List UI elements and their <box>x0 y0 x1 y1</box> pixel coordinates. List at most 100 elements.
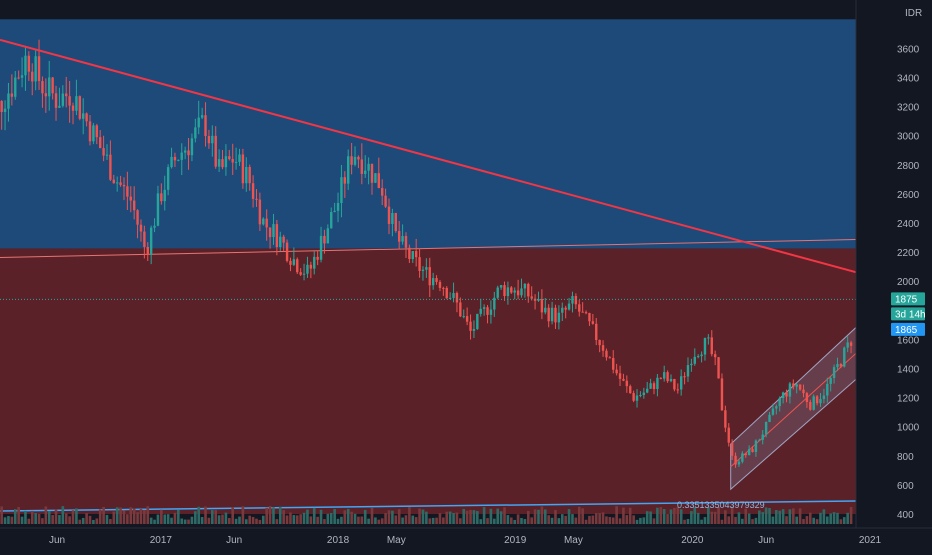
candle-body <box>98 137 102 149</box>
volume-bar <box>815 519 819 524</box>
candle-body <box>68 96 71 106</box>
candle-body <box>350 156 353 165</box>
volume-bar <box>85 513 88 524</box>
candle-body <box>544 307 547 313</box>
candle-body <box>550 307 554 322</box>
candle-body <box>571 296 574 304</box>
candle-body <box>815 396 819 404</box>
candle-body <box>442 287 445 289</box>
volume-bar <box>136 512 139 524</box>
volume-bar <box>493 518 496 524</box>
candle-body <box>724 410 727 428</box>
volume-bar <box>394 515 398 524</box>
candle-body <box>0 100 3 113</box>
candle-body <box>224 156 228 168</box>
volume-bar <box>635 519 639 524</box>
volume-bar <box>387 510 391 524</box>
candle-body <box>204 115 207 137</box>
candle-body <box>177 159 180 161</box>
volume-bar <box>822 509 826 524</box>
candle-body <box>581 311 584 313</box>
volume-bar <box>571 514 574 524</box>
volume-bar <box>95 518 99 524</box>
candle-body <box>703 338 707 355</box>
volume-bar <box>102 506 105 524</box>
volume-bar <box>149 517 153 524</box>
volume-bar <box>353 513 357 524</box>
candle-body <box>336 203 340 211</box>
candle-body <box>364 170 367 174</box>
candle-body <box>822 395 826 400</box>
volume-bar <box>3 517 7 524</box>
candle-body <box>54 93 58 108</box>
candle-body <box>41 81 44 94</box>
volume-bar <box>496 508 500 524</box>
volume-bar <box>472 510 476 524</box>
volume-bar <box>228 518 231 524</box>
volume-bar <box>645 511 649 524</box>
volume-bar <box>323 519 326 524</box>
volume-bar <box>486 518 489 524</box>
volume-bar <box>764 507 768 524</box>
candle-body <box>126 186 129 197</box>
volume-bar <box>768 508 771 524</box>
resistance-trendline[interactable] <box>0 38 879 280</box>
candle-body <box>696 356 700 358</box>
candle-body <box>214 135 217 167</box>
volume-bar <box>448 511 452 524</box>
candle-body <box>411 251 414 260</box>
candle-body <box>435 278 438 282</box>
candle-body <box>720 378 724 411</box>
candle-body <box>795 384 798 387</box>
volume-bar <box>350 511 353 524</box>
candle-body <box>48 77 51 97</box>
volume-bar <box>71 510 75 524</box>
candle-body <box>448 297 452 299</box>
volume-bar <box>445 511 449 524</box>
volume-bar <box>180 518 184 524</box>
candle-body <box>737 461 741 465</box>
volume-bar <box>204 506 207 524</box>
volume-bar <box>459 518 462 524</box>
volume-bar <box>221 514 224 524</box>
candle-body <box>676 389 679 391</box>
time-axis[interactable]: Jun 2017 Jun 2018 May 2019 May 2020 Jun 2021 <box>49 535 882 546</box>
drawn-lines <box>0 38 879 300</box>
candle-body <box>482 307 486 309</box>
volume-bar <box>601 512 605 524</box>
volume-bar <box>435 517 438 524</box>
candle-body <box>608 357 612 359</box>
volume-bar <box>751 519 754 524</box>
volume-bar <box>839 519 843 524</box>
candle-body <box>343 177 347 184</box>
volume-bar <box>336 518 340 524</box>
candle-body <box>279 236 282 247</box>
candle-body <box>149 227 153 255</box>
candle-body <box>180 152 183 160</box>
volume-bar <box>88 515 92 524</box>
candle-body <box>27 55 31 72</box>
price-tick-label: 1200 <box>897 394 920 405</box>
volume-bar <box>537 509 540 524</box>
price-axis[interactable]: 400 600 800 1000 1200 1400 1600 2000 2200 2400 260… <box>897 44 920 521</box>
candle-body <box>649 383 652 389</box>
volume-bar <box>200 517 204 524</box>
time-tick-label: Jun <box>758 535 774 546</box>
volume-bar <box>367 518 370 524</box>
volume-bar <box>785 516 788 524</box>
volume-bar <box>244 519 248 524</box>
candle-body <box>805 393 809 402</box>
candle-body <box>564 307 567 310</box>
volume-bar <box>68 516 71 524</box>
volume-bar <box>139 509 143 524</box>
volume-bar <box>275 519 279 524</box>
volume-bar <box>177 509 180 524</box>
volume-bar <box>258 519 262 524</box>
volume-bar <box>75 508 78 524</box>
volume-bar <box>482 507 486 524</box>
candle-body <box>629 386 632 394</box>
candle-body <box>754 440 758 453</box>
volume-bar <box>299 514 302 524</box>
